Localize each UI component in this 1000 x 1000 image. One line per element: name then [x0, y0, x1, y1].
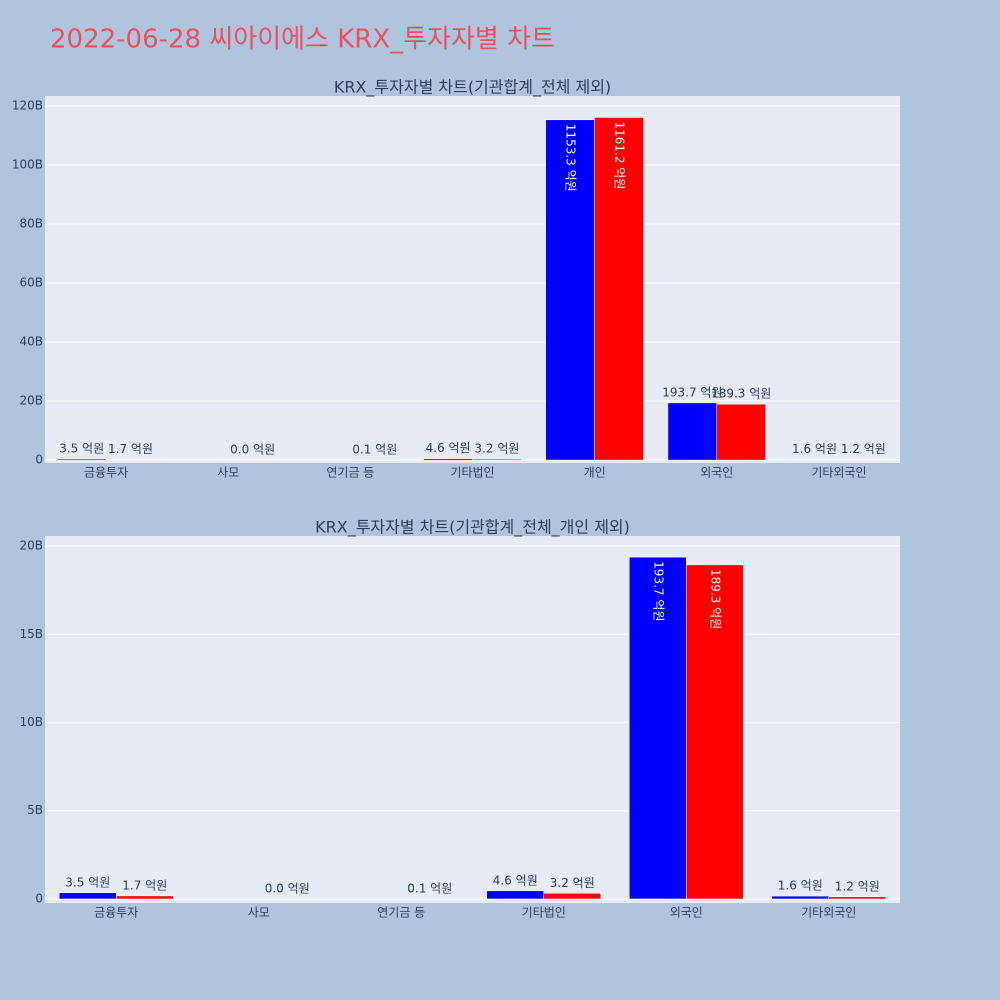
- bar: [789, 459, 840, 461]
- value-label: 1.2 억원: [835, 879, 880, 893]
- y-tick-label: 20B: [19, 539, 43, 553]
- value-label: 193.7 억원: [662, 385, 722, 399]
- y-tick-label: 20B: [19, 394, 43, 408]
- value-label: 0.0 억원: [265, 881, 310, 895]
- bar: [686, 564, 744, 900]
- x-tick-label: 기타외국인: [811, 466, 866, 480]
- bar: [423, 458, 473, 461]
- value-label: 0.1 억원: [352, 443, 397, 457]
- plot-background: [45, 96, 900, 463]
- bar: [543, 893, 601, 900]
- y-tick-label: 60B: [19, 276, 43, 290]
- value-label: 0.1 억원: [407, 881, 452, 895]
- bar: [545, 119, 595, 461]
- bar: [771, 895, 829, 900]
- value-label: 1.6 억원: [778, 879, 823, 893]
- value-label: 189.3 억원: [708, 569, 722, 629]
- value-label: 1.7 억원: [108, 442, 153, 456]
- value-label: 189.3 억원: [711, 387, 771, 401]
- plot-background: [45, 536, 900, 903]
- bar: [56, 458, 107, 461]
- x-tick-label: 외국인: [670, 906, 703, 920]
- y-tick-label: 40B: [19, 335, 43, 349]
- bar: [105, 459, 156, 461]
- value-label: 3.5 억원: [65, 875, 110, 889]
- value-label: 1153.3 억원: [564, 124, 578, 192]
- y-tick-label: 100B: [12, 158, 43, 172]
- value-label: 0.0 억원: [230, 443, 275, 457]
- x-tick-label: 금융투자: [84, 466, 128, 480]
- x-tick-label: 기타법인: [522, 906, 566, 920]
- bar: [401, 898, 459, 900]
- page-title: 2022-06-28 씨아이에스 KRX_투자자별 차트: [50, 25, 555, 55]
- bar: [350, 459, 400, 461]
- x-tick-label: 사모: [248, 906, 270, 920]
- value-label: 1.2 억원: [841, 442, 886, 456]
- bar: [594, 117, 644, 461]
- value-label: 1161.2 억원: [613, 121, 627, 189]
- y-tick-label: 5B: [27, 803, 43, 817]
- y-tick-label: 15B: [19, 627, 43, 641]
- y-tick-label: 10B: [19, 715, 43, 729]
- value-label: 1.7 억원: [122, 878, 167, 892]
- y-tick-label: 0: [35, 891, 43, 905]
- x-tick-label: 외국인: [700, 466, 733, 480]
- bar: [667, 402, 718, 461]
- x-tick-label: 연기금 등: [377, 906, 425, 920]
- bar: [486, 890, 544, 900]
- value-label: 193.7 억원: [651, 561, 665, 621]
- value-label: 1.6 억원: [792, 442, 837, 456]
- bar: [59, 892, 117, 900]
- bar: [227, 459, 278, 461]
- value-label: 4.6 억원: [493, 873, 538, 887]
- bar: [716, 403, 766, 461]
- x-tick-label: 개인: [584, 466, 606, 480]
- value-label: 3.2 억원: [474, 442, 519, 456]
- chart-title: KRX_투자자별 차트(기관합계_전체 제외): [334, 78, 611, 98]
- y-tick-label: 120B: [12, 99, 43, 113]
- bar: [629, 556, 687, 900]
- bar: [116, 895, 174, 900]
- x-tick-label: 사모: [217, 466, 239, 480]
- x-tick-label: 연기금 등: [326, 466, 374, 480]
- value-label: 4.6 억원: [426, 441, 471, 455]
- x-tick-label: 기타법인: [450, 466, 494, 480]
- y-tick-label: 0: [35, 453, 43, 467]
- bar: [258, 898, 316, 900]
- x-tick-label: 금융투자: [94, 906, 138, 920]
- bar: [828, 896, 886, 900]
- bar: [838, 459, 889, 461]
- bar: [472, 458, 522, 461]
- chart-title: KRX_투자자별 차트(기관합계_전체_개인 제외): [315, 518, 630, 538]
- value-label: 3.2 억원: [550, 876, 595, 890]
- y-tick-label: 80B: [19, 217, 43, 231]
- value-label: 3.5 억원: [59, 442, 104, 456]
- x-tick-label: 기타외국인: [801, 906, 856, 920]
